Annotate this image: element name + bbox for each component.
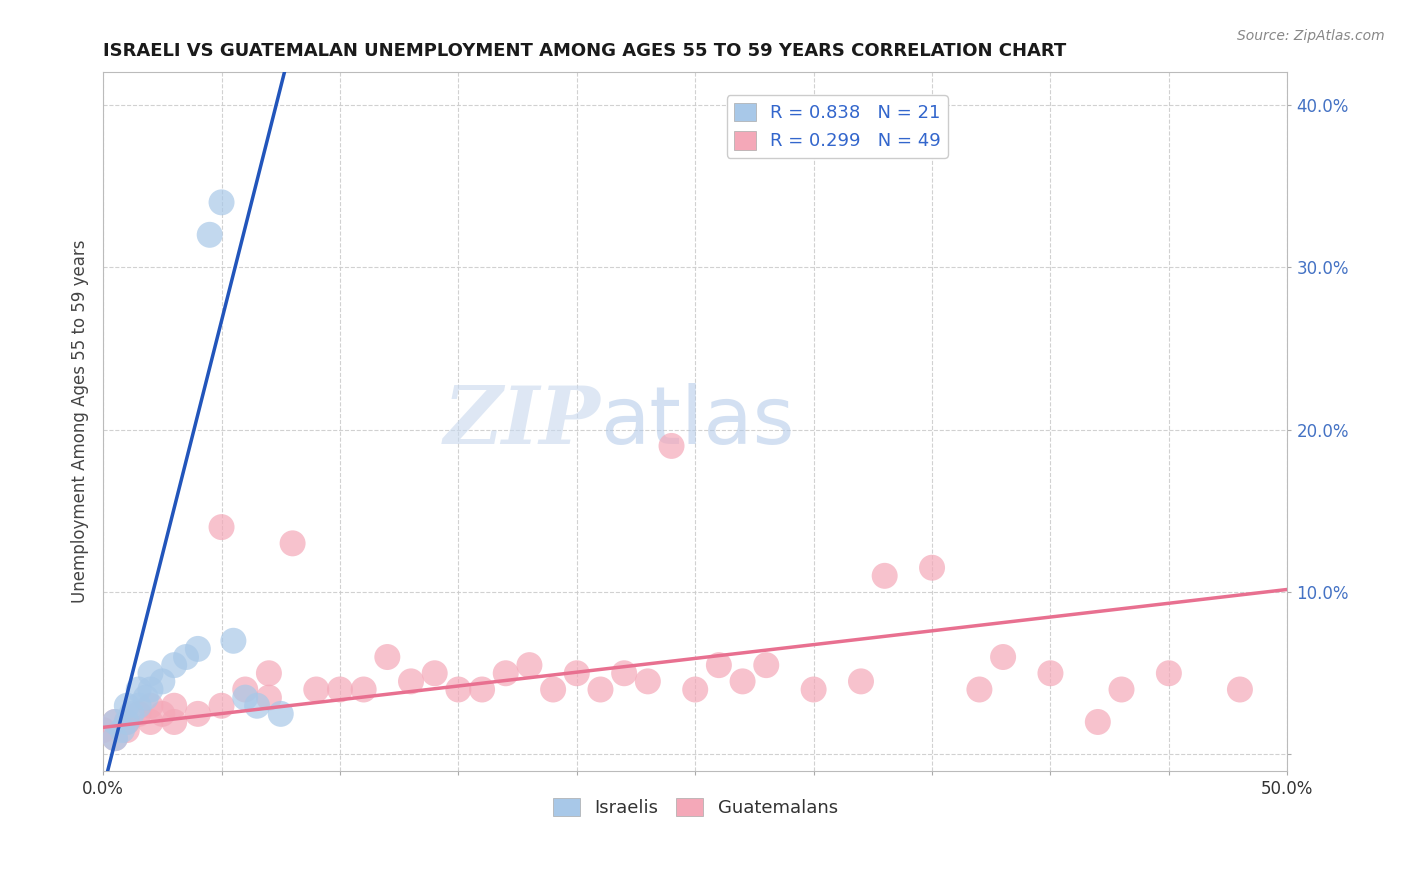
Point <box>329 682 352 697</box>
Point <box>849 674 872 689</box>
Point <box>104 714 127 729</box>
Point <box>135 690 157 705</box>
Point <box>115 698 138 713</box>
Point <box>731 674 754 689</box>
Point <box>565 666 588 681</box>
Text: atlas: atlas <box>600 383 794 460</box>
Y-axis label: Unemployment Among Ages 55 to 59 years: Unemployment Among Ages 55 to 59 years <box>72 240 89 603</box>
Point <box>495 666 517 681</box>
Point <box>707 658 730 673</box>
Point <box>211 698 233 713</box>
Point <box>755 658 778 673</box>
Point <box>683 682 706 697</box>
Point <box>187 641 209 656</box>
Point <box>211 520 233 534</box>
Point <box>257 690 280 705</box>
Point <box>128 682 150 697</box>
Point <box>471 682 494 697</box>
Point <box>1157 666 1180 681</box>
Point <box>233 682 256 697</box>
Point <box>163 698 186 713</box>
Point <box>541 682 564 697</box>
Point <box>104 714 127 729</box>
Point <box>104 731 127 746</box>
Point <box>128 706 150 721</box>
Point <box>281 536 304 550</box>
Point <box>104 731 127 746</box>
Point <box>115 723 138 737</box>
Point <box>991 650 1014 665</box>
Legend: Israelis, Guatemalans: Israelis, Guatemalans <box>546 790 845 824</box>
Point <box>257 666 280 681</box>
Point <box>873 569 896 583</box>
Text: ZIP: ZIP <box>444 383 600 460</box>
Point <box>305 682 328 697</box>
Point <box>163 658 186 673</box>
Point <box>128 698 150 713</box>
Point <box>519 658 541 673</box>
Point <box>174 650 197 665</box>
Point <box>637 674 659 689</box>
Point <box>115 714 138 729</box>
Point <box>139 682 162 697</box>
Point <box>121 706 143 721</box>
Point <box>222 633 245 648</box>
Point <box>969 682 991 697</box>
Point <box>139 714 162 729</box>
Point <box>91 723 114 737</box>
Point <box>803 682 825 697</box>
Point <box>246 698 269 713</box>
Point <box>111 723 134 737</box>
Point <box>139 698 162 713</box>
Point <box>233 690 256 705</box>
Point <box>150 674 173 689</box>
Point <box>198 227 221 242</box>
Point <box>187 706 209 721</box>
Text: ISRAELI VS GUATEMALAN UNEMPLOYMENT AMONG AGES 55 TO 59 YEARS CORRELATION CHART: ISRAELI VS GUATEMALAN UNEMPLOYMENT AMONG… <box>103 42 1066 60</box>
Point <box>1111 682 1133 697</box>
Point <box>375 650 398 665</box>
Point <box>163 714 186 729</box>
Point <box>353 682 375 697</box>
Point <box>399 674 422 689</box>
Point <box>1229 682 1251 697</box>
Point <box>1087 714 1109 729</box>
Point <box>613 666 636 681</box>
Point <box>447 682 470 697</box>
Point <box>661 439 683 453</box>
Point <box>211 195 233 210</box>
Point <box>423 666 446 681</box>
Text: Source: ZipAtlas.com: Source: ZipAtlas.com <box>1237 29 1385 43</box>
Point <box>150 706 173 721</box>
Point <box>1039 666 1062 681</box>
Point <box>921 560 943 574</box>
Point <box>115 714 138 729</box>
Point <box>270 706 292 721</box>
Point <box>139 666 162 681</box>
Point <box>589 682 612 697</box>
